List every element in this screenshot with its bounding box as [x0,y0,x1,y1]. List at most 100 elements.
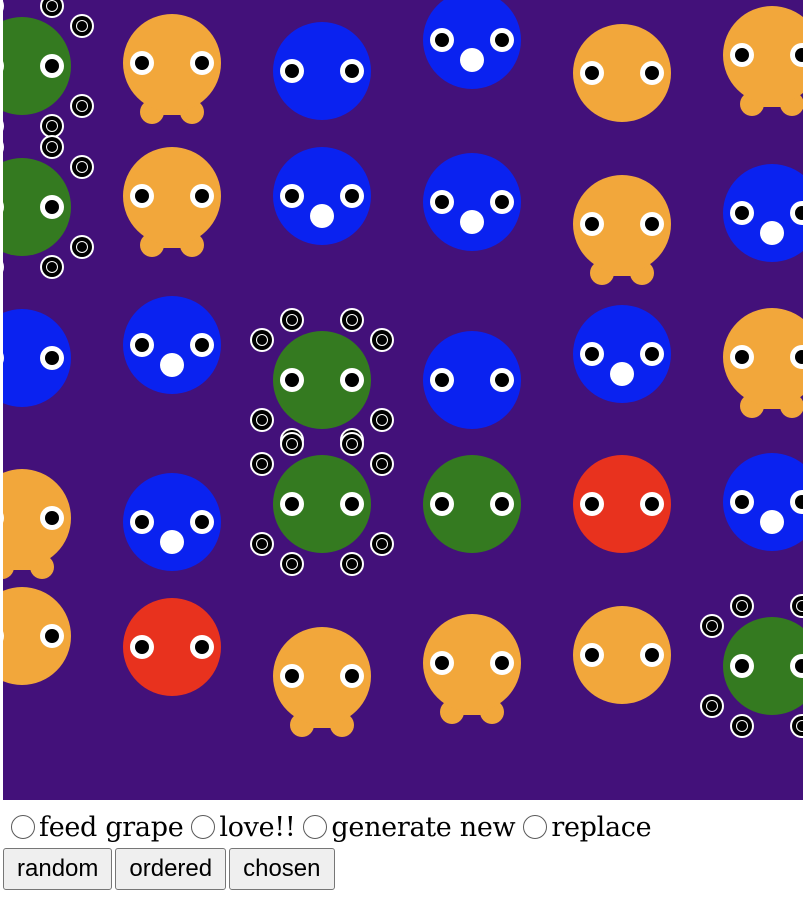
radio-love[interactable]: love!! [191,812,296,843]
radio-feed-grape[interactable]: feed grape [11,811,184,843]
eye-pupil [135,189,149,203]
blue-creature[interactable] [123,296,221,394]
red-creature[interactable] [123,598,221,696]
radio-button-replace[interactable] [523,815,548,839]
blue-creature[interactable] [3,309,71,407]
eye-white [3,513,4,523]
blue-creature[interactable] [423,331,521,429]
green-creature[interactable] [3,0,94,138]
creature-body [3,469,71,567]
radio-button-feed-grape[interactable] [11,815,35,839]
eye-pupil [285,64,299,78]
radio-button-love[interactable] [191,815,216,839]
board-background [3,0,803,800]
antenna-eye-pupil [287,315,297,325]
green-creature[interactable] [250,432,394,576]
mouth [310,204,334,228]
creature-body [423,0,521,89]
green-creature[interactable] [3,135,94,279]
creature-body [273,22,371,120]
antenna-eye-pupil [377,415,387,425]
eye-pupil [45,511,59,525]
eye-pupil [345,189,359,203]
antenna-eye-pupil [257,335,267,345]
creature-body [273,147,371,245]
eye-pupil [495,373,509,387]
creature-body [573,305,671,403]
antenna-eye-pupil [347,315,357,325]
radio-label-feed-grape: feed grape [39,811,184,843]
eye-pupil [735,495,749,509]
eye-pupil [435,195,449,209]
eye-pupil [735,206,749,220]
antenna-eye-pupil [47,142,57,152]
eye-pupil [195,56,209,70]
random-button[interactable]: random [3,848,113,890]
blue-creature[interactable] [573,305,671,403]
creature-body [3,17,71,115]
blue-creature[interactable] [273,22,371,120]
orange-creature[interactable] [123,14,221,124]
antenna-eye-white [3,1,4,11]
orange-creature[interactable] [273,627,371,737]
creature-body [723,308,803,406]
eye-pupil [495,497,509,511]
orange-creature[interactable] [123,147,221,257]
orange-creature[interactable] [423,614,521,724]
eye-pupil [45,59,59,73]
radio-generate-new[interactable]: generate new [303,812,516,843]
eye-pupil [135,338,149,352]
eye-pupil [345,64,359,78]
red-creature[interactable] [573,455,671,553]
chosen-button[interactable]: chosen [229,848,335,890]
eye-pupil [135,640,149,654]
orange-creature[interactable] [723,6,803,116]
antenna-eye-pupil [707,701,717,711]
blue-creature[interactable] [423,0,521,89]
mouth [460,210,484,234]
antenna-eye-pupil [77,162,87,172]
antenna-eye-pupil [797,601,803,611]
eye-pupil [435,656,449,670]
orange-creature[interactable] [3,587,71,685]
blue-creature[interactable] [423,153,521,251]
eye-pupil [795,659,803,673]
orange-creature[interactable] [573,24,671,122]
eye-white [3,353,4,363]
radio-label-replace: replace [551,811,652,843]
antenna-eye-pupil [347,439,357,449]
eye-pupil [45,200,59,214]
eye-white [3,202,4,212]
mouth [760,510,784,534]
antenna-eye-pupil [77,101,87,111]
blue-creature[interactable] [123,473,221,571]
controls-panel: feed grape love!! generate new replace r… [0,806,806,890]
creature-body [123,598,221,696]
orange-creature[interactable] [723,308,803,418]
ordered-button[interactable]: ordered [115,848,227,890]
antenna-eye-pupil [77,242,87,252]
creature-body [123,147,221,245]
eye-pupil [495,656,509,670]
radio-button-generate-new[interactable] [303,815,328,839]
orange-creature[interactable] [3,469,71,579]
creature-body [123,473,221,571]
radio-replace[interactable]: replace [523,811,652,843]
eye-white [3,61,4,71]
orange-creature[interactable] [573,606,671,704]
creature-board[interactable] [3,0,803,800]
blue-creature[interactable] [723,453,803,551]
eye-pupil [735,350,749,364]
creature-body [123,14,221,112]
mode-button-group: random ordered chosen [0,848,806,890]
green-creature[interactable] [423,455,521,553]
orange-creature[interactable] [573,175,671,285]
green-creature[interactable] [700,594,803,738]
antenna-eye-pupil [257,459,267,469]
eye-pupil [195,640,209,654]
creature-canvas[interactable] [3,0,803,800]
antenna-eye-pupil [287,559,297,569]
blue-creature[interactable] [273,147,371,245]
blue-creature[interactable] [723,164,803,262]
creature-body [723,6,803,104]
